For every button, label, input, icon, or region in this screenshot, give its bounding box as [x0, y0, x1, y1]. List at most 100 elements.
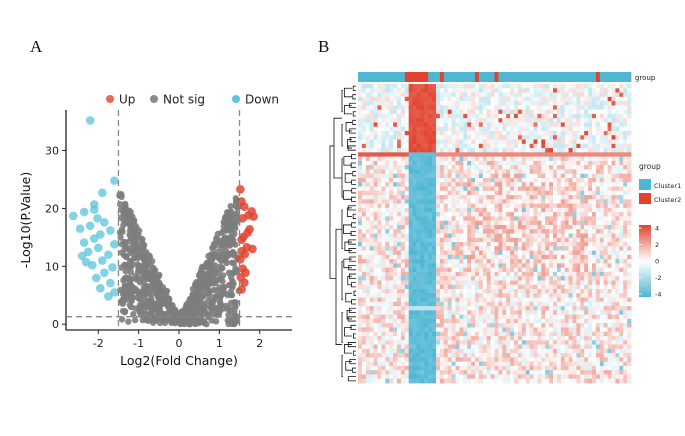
heatmap-cell	[502, 105, 507, 111]
heatmap-cell	[584, 148, 589, 153]
heatmap-cell	[478, 173, 484, 179]
heatmap-cell	[482, 224, 488, 230]
heatmap-cell	[580, 207, 585, 213]
heatmap-cell	[455, 212, 460, 217]
heatmap-cell	[416, 169, 421, 175]
heatmap-cell	[545, 224, 550, 230]
heatmap-cell	[533, 237, 538, 243]
heatmap-cell	[397, 237, 402, 243]
heatmap-cell	[580, 113, 585, 119]
heatmap-cell	[517, 318, 523, 324]
heatmap-cell	[549, 160, 554, 166]
heatmap-cell	[537, 310, 542, 316]
heatmap-cell	[400, 229, 406, 234]
heatmap-cell	[595, 203, 601, 209]
heatmap-cell	[471, 182, 476, 187]
heatmap-cell	[463, 203, 468, 209]
heatmap-cell	[428, 177, 433, 183]
heatmap-cell	[408, 156, 413, 162]
heatmap-cell	[447, 84, 452, 89]
heatmap-cell	[381, 263, 386, 269]
heatmap-cell	[556, 212, 562, 217]
heatmap-cell	[358, 254, 363, 260]
heatmap-cell	[549, 148, 554, 153]
group-cell	[553, 72, 558, 82]
heatmap-cell	[498, 263, 503, 269]
heatmap-cell	[517, 220, 523, 226]
heatmap-cell	[369, 143, 374, 149]
heatmap-cell	[381, 199, 386, 204]
heatmap-cell	[560, 152, 566, 158]
heatmap-cell	[588, 237, 593, 243]
heatmap-cell	[361, 306, 367, 311]
heatmap-cell	[451, 169, 456, 175]
heatmap-cell	[607, 318, 612, 324]
heatmap-cell	[502, 220, 507, 226]
heatmap-cell	[564, 88, 569, 93]
heatmap-cell	[471, 284, 476, 290]
heatmap-cell	[358, 190, 363, 196]
heatmap-cell	[592, 199, 597, 204]
heatmap-cell	[510, 101, 515, 106]
heatmap-cell	[361, 323, 367, 328]
heatmap-cell	[502, 216, 507, 222]
heatmap-cell	[576, 169, 581, 175]
heatmap-cell	[459, 88, 464, 93]
heatmap-cell	[400, 186, 406, 192]
heatmap-cell	[424, 101, 429, 106]
heatmap-cell	[627, 301, 632, 307]
heatmap-cell	[537, 169, 542, 175]
heatmap-cell	[545, 263, 550, 269]
heatmap-cell	[541, 105, 546, 111]
heatmap-cell	[400, 199, 406, 204]
heatmap-cell	[603, 216, 608, 222]
heatmap-cell	[568, 182, 573, 187]
heatmap-cell	[475, 118, 480, 123]
heatmap-cell	[541, 212, 546, 217]
heatmap-cell	[393, 118, 398, 123]
heatmap-cell	[361, 263, 367, 269]
heatmap-cell	[365, 177, 371, 183]
heatmap-cell	[397, 173, 402, 179]
heatmap-cell	[623, 152, 628, 158]
heatmap-cell	[599, 195, 605, 200]
heatmap-cell	[447, 113, 452, 119]
heatmap-cell	[584, 250, 589, 256]
heatmap-cell	[400, 220, 406, 226]
heatmap-cell	[549, 280, 554, 286]
heatmap-cell	[592, 186, 597, 192]
heatmap-cell	[404, 259, 410, 264]
heatmap-cell	[432, 139, 437, 145]
heatmap-cell	[580, 139, 585, 145]
heatmap-cell	[560, 280, 566, 286]
heatmap-cell	[517, 169, 523, 175]
heatmap-cell	[490, 220, 495, 226]
heatmap-cell	[615, 280, 620, 286]
heatmap-cell	[451, 259, 456, 264]
heatmap-cell	[358, 101, 363, 106]
heatmap-cell	[369, 250, 374, 256]
heatmap-cell	[389, 306, 394, 311]
heatmap-cell	[521, 233, 527, 239]
not-sig-point	[127, 303, 135, 311]
heatmap-cell	[545, 301, 550, 307]
heatmap-cell	[451, 160, 456, 166]
heatmap-cell	[482, 177, 488, 183]
heatmap-cell	[475, 135, 480, 140]
heatmap-cell	[549, 293, 554, 298]
heatmap-cell	[517, 84, 523, 89]
heatmap-cell	[623, 156, 628, 162]
heatmap-cell	[502, 233, 507, 239]
heatmap-cell	[475, 160, 480, 166]
heatmap-cell	[420, 229, 425, 234]
heatmap-cell	[471, 233, 476, 239]
heatmap-cell	[498, 207, 503, 213]
heatmap-cell	[498, 195, 503, 200]
heatmap-cell	[436, 177, 441, 183]
heatmap-cell	[541, 229, 546, 234]
heatmap-cell	[588, 96, 593, 102]
heatmap-cell	[424, 182, 429, 187]
heatmap-cell	[537, 314, 542, 320]
group-cell	[408, 72, 413, 82]
heatmap-cell	[463, 122, 468, 128]
